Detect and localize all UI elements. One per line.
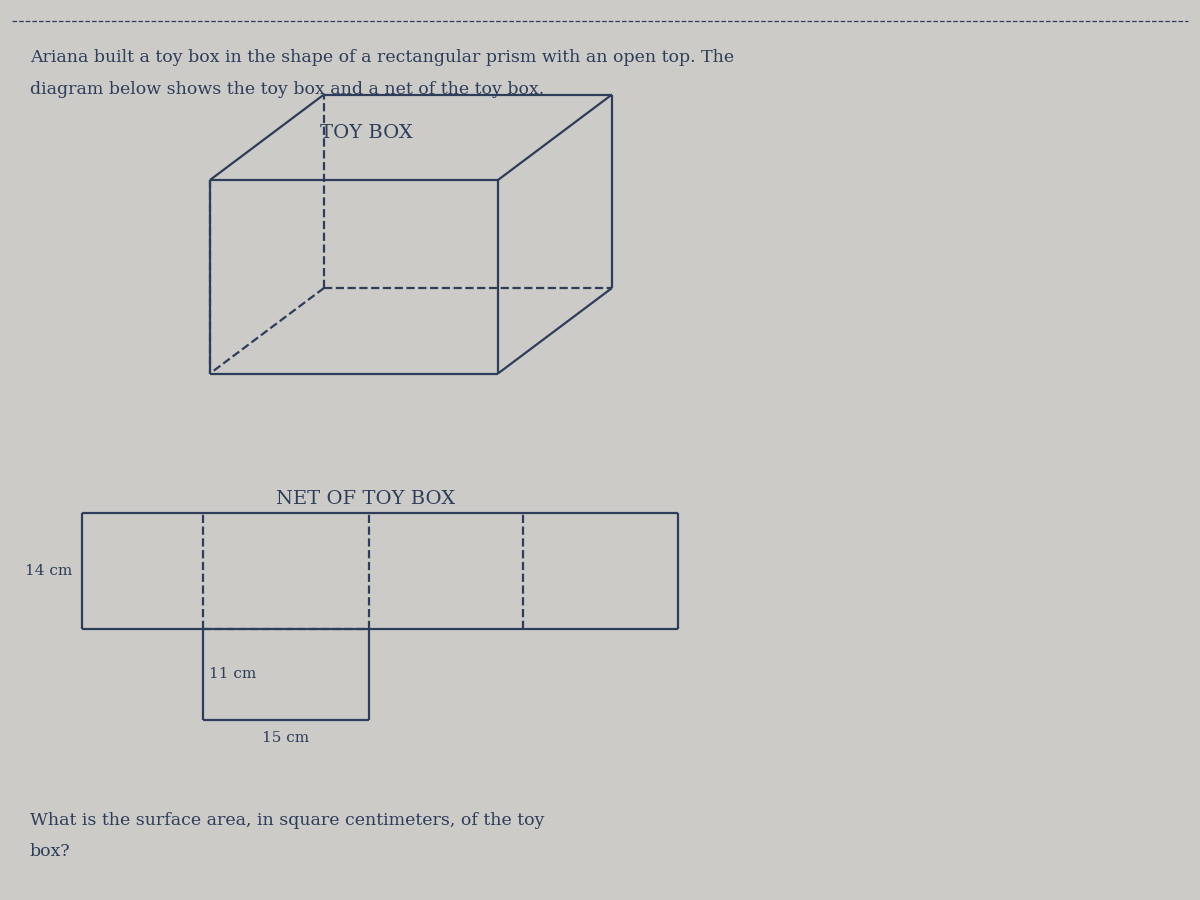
Text: 15 cm: 15 cm — [263, 731, 310, 745]
Text: TOY BOX: TOY BOX — [319, 124, 413, 142]
Text: box?: box? — [30, 843, 71, 860]
Text: diagram below shows the toy box and a net of the toy box.: diagram below shows the toy box and a ne… — [30, 81, 545, 98]
Text: NET OF TOY BOX: NET OF TOY BOX — [276, 491, 456, 508]
Text: Ariana built a toy box in the shape of a rectangular prism with an open top. The: Ariana built a toy box in the shape of a… — [30, 50, 734, 67]
Text: 14 cm: 14 cm — [25, 564, 72, 578]
Text: What is the surface area, in square centimeters, of the toy: What is the surface area, in square cent… — [30, 812, 545, 829]
Text: 11 cm: 11 cm — [209, 668, 257, 681]
